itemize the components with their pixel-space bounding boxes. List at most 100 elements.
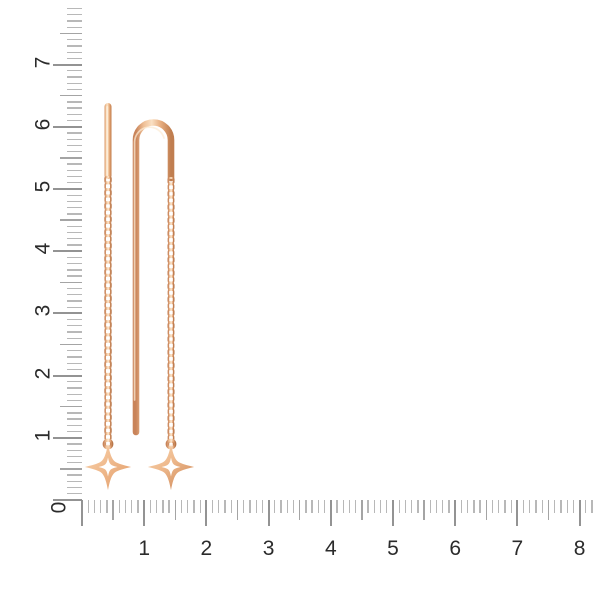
- ruler-tick-vertical: [67, 182, 82, 184]
- ruler-tick-vertical: [67, 207, 82, 209]
- ruler-tick-horizontal: [442, 500, 444, 513]
- ruler-tick-horizontal: [112, 500, 114, 520]
- ruler-label-vertical-7: 7: [31, 56, 55, 68]
- ruler-tick-vertical: [67, 318, 82, 321]
- ruler-tick-horizontal: [193, 500, 195, 513]
- ruler-tick-vertical: [67, 381, 82, 383]
- ruler-tick-horizontal: [460, 500, 463, 513]
- ruler-tick-vertical: [67, 368, 82, 371]
- ruler-tick-vertical: [67, 225, 82, 227]
- ruler-tick-horizontal: [243, 500, 245, 513]
- ruler-tick-horizontal: [479, 500, 481, 513]
- ruler-tick-horizontal: [386, 500, 388, 513]
- ruler-tick-vertical: [67, 51, 82, 53]
- ruler-tick-horizontal: [498, 500, 500, 513]
- ruler-tick-vertical: [67, 14, 82, 16]
- ruler-tick-horizontal: [429, 500, 431, 513]
- ruler-tick-vertical: [67, 175, 82, 178]
- ruler-label-horizontal-1: 1: [138, 537, 151, 560]
- ruler-tick-horizontal: [280, 500, 282, 513]
- ruler-tick-horizontal: [535, 500, 537, 513]
- ruler-tick-horizontal: [218, 500, 220, 513]
- ruler-tick-horizontal: [261, 500, 264, 513]
- ruler-tick-horizontal: [336, 500, 338, 513]
- ruler-tick-horizontal: [554, 500, 556, 513]
- ruler-tick-horizontal: [485, 500, 487, 520]
- ruler-tick-horizontal: [187, 500, 189, 513]
- ruler-tick-horizontal: [292, 500, 295, 513]
- ruler-tick-vertical: [67, 462, 82, 464]
- ruler-label-vertical-5: 5: [31, 180, 55, 193]
- ruler-tick-vertical: [67, 399, 82, 402]
- ruler-tick-horizontal: [578, 500, 581, 526]
- ruler-tick-vertical: [67, 275, 82, 277]
- ruler-tick-horizontal: [435, 500, 438, 513]
- ruler-tick-horizontal: [311, 500, 313, 513]
- ruler-tick-vertical: [67, 325, 82, 327]
- ruler-tick-vertical: [67, 244, 82, 246]
- ruler-tick-horizontal: [81, 500, 83, 526]
- chain-right: [167, 177, 175, 449]
- ruler-tick-horizontal: [236, 500, 239, 520]
- ruler-tick-horizontal: [180, 500, 183, 513]
- ruler-tick-vertical: [67, 144, 82, 147]
- ruler-tick-horizontal: [323, 500, 326, 513]
- ruler-tick-vertical: [67, 337, 82, 339]
- ruler-tick-vertical: [67, 480, 82, 482]
- ruler-tick-vertical: [67, 39, 82, 41]
- ruler-tick-horizontal: [168, 500, 170, 513]
- ruler-tick-vertical: [53, 250, 82, 253]
- ruler-tick-horizontal: [417, 500, 419, 513]
- ruler-tick-horizontal: [199, 500, 201, 513]
- ruler-tick-vertical: [60, 95, 82, 97]
- ruler-tick-vertical: [60, 32, 82, 35]
- ruler-tick-vertical: [60, 343, 82, 346]
- ruler-tick-vertical: [67, 45, 82, 47]
- earring-left: [84, 103, 132, 491]
- ruler-tick-vertical: [60, 219, 82, 221]
- ruler-tick-horizontal: [491, 500, 494, 513]
- ruler-tick-horizontal: [529, 500, 531, 513]
- ruler-tick-horizontal: [255, 500, 257, 513]
- ruler-tick-vertical: [67, 306, 82, 308]
- ruler-tick-horizontal: [329, 500, 332, 526]
- ruler-tick-vertical: [67, 7, 82, 10]
- ruler-tick-horizontal: [118, 500, 120, 513]
- ruler-tick-vertical: [67, 294, 82, 296]
- ruler-tick-horizontal: [547, 500, 550, 520]
- ruler-tick-vertical: [67, 20, 82, 22]
- ruler-label-horizontal-3: 3: [262, 537, 275, 560]
- ruler-tick-horizontal: [143, 500, 146, 526]
- ruler-tick-horizontal: [267, 500, 270, 526]
- ruler-tick-vertical: [67, 107, 82, 109]
- chain-left: [104, 176, 112, 448]
- ruler-label-horizontal-7: 7: [511, 537, 524, 560]
- ruler-tick-horizontal: [131, 500, 133, 513]
- star-pendant-left: [84, 443, 132, 491]
- ruler-tick-vertical: [67, 262, 82, 265]
- ruler-tick-horizontal: [379, 500, 382, 513]
- ruler-tick-vertical: [67, 443, 82, 445]
- ruler-tick-vertical: [67, 70, 82, 72]
- ruler-tick-vertical: [53, 312, 82, 315]
- ruler-tick-vertical: [67, 238, 82, 240]
- ruler-tick-vertical: [67, 387, 82, 389]
- ruler-tick-vertical: [53, 125, 82, 128]
- ruler-tick-vertical: [67, 231, 82, 234]
- ruler-label-vertical-3: 3: [31, 305, 55, 317]
- ruler-tick-vertical: [67, 350, 82, 352]
- ruler-tick-horizontal: [392, 500, 394, 526]
- ruler-tick-vertical: [67, 138, 82, 140]
- ruler-label-vertical-4: 4: [31, 242, 55, 255]
- ruler-tick-horizontal: [249, 500, 251, 513]
- ruler-tick-vertical: [60, 406, 82, 408]
- ruler-tick-horizontal: [305, 500, 307, 513]
- ruler-tick-horizontal: [373, 500, 375, 513]
- ruler-tick-horizontal: [174, 500, 176, 520]
- ruler-label-vertical-2: 2: [31, 367, 55, 379]
- ruler-tick-vertical: [67, 362, 82, 364]
- ruler-tick-vertical: [67, 163, 82, 165]
- star-pendant-right: [147, 443, 195, 491]
- ruler-tick-vertical: [67, 486, 82, 489]
